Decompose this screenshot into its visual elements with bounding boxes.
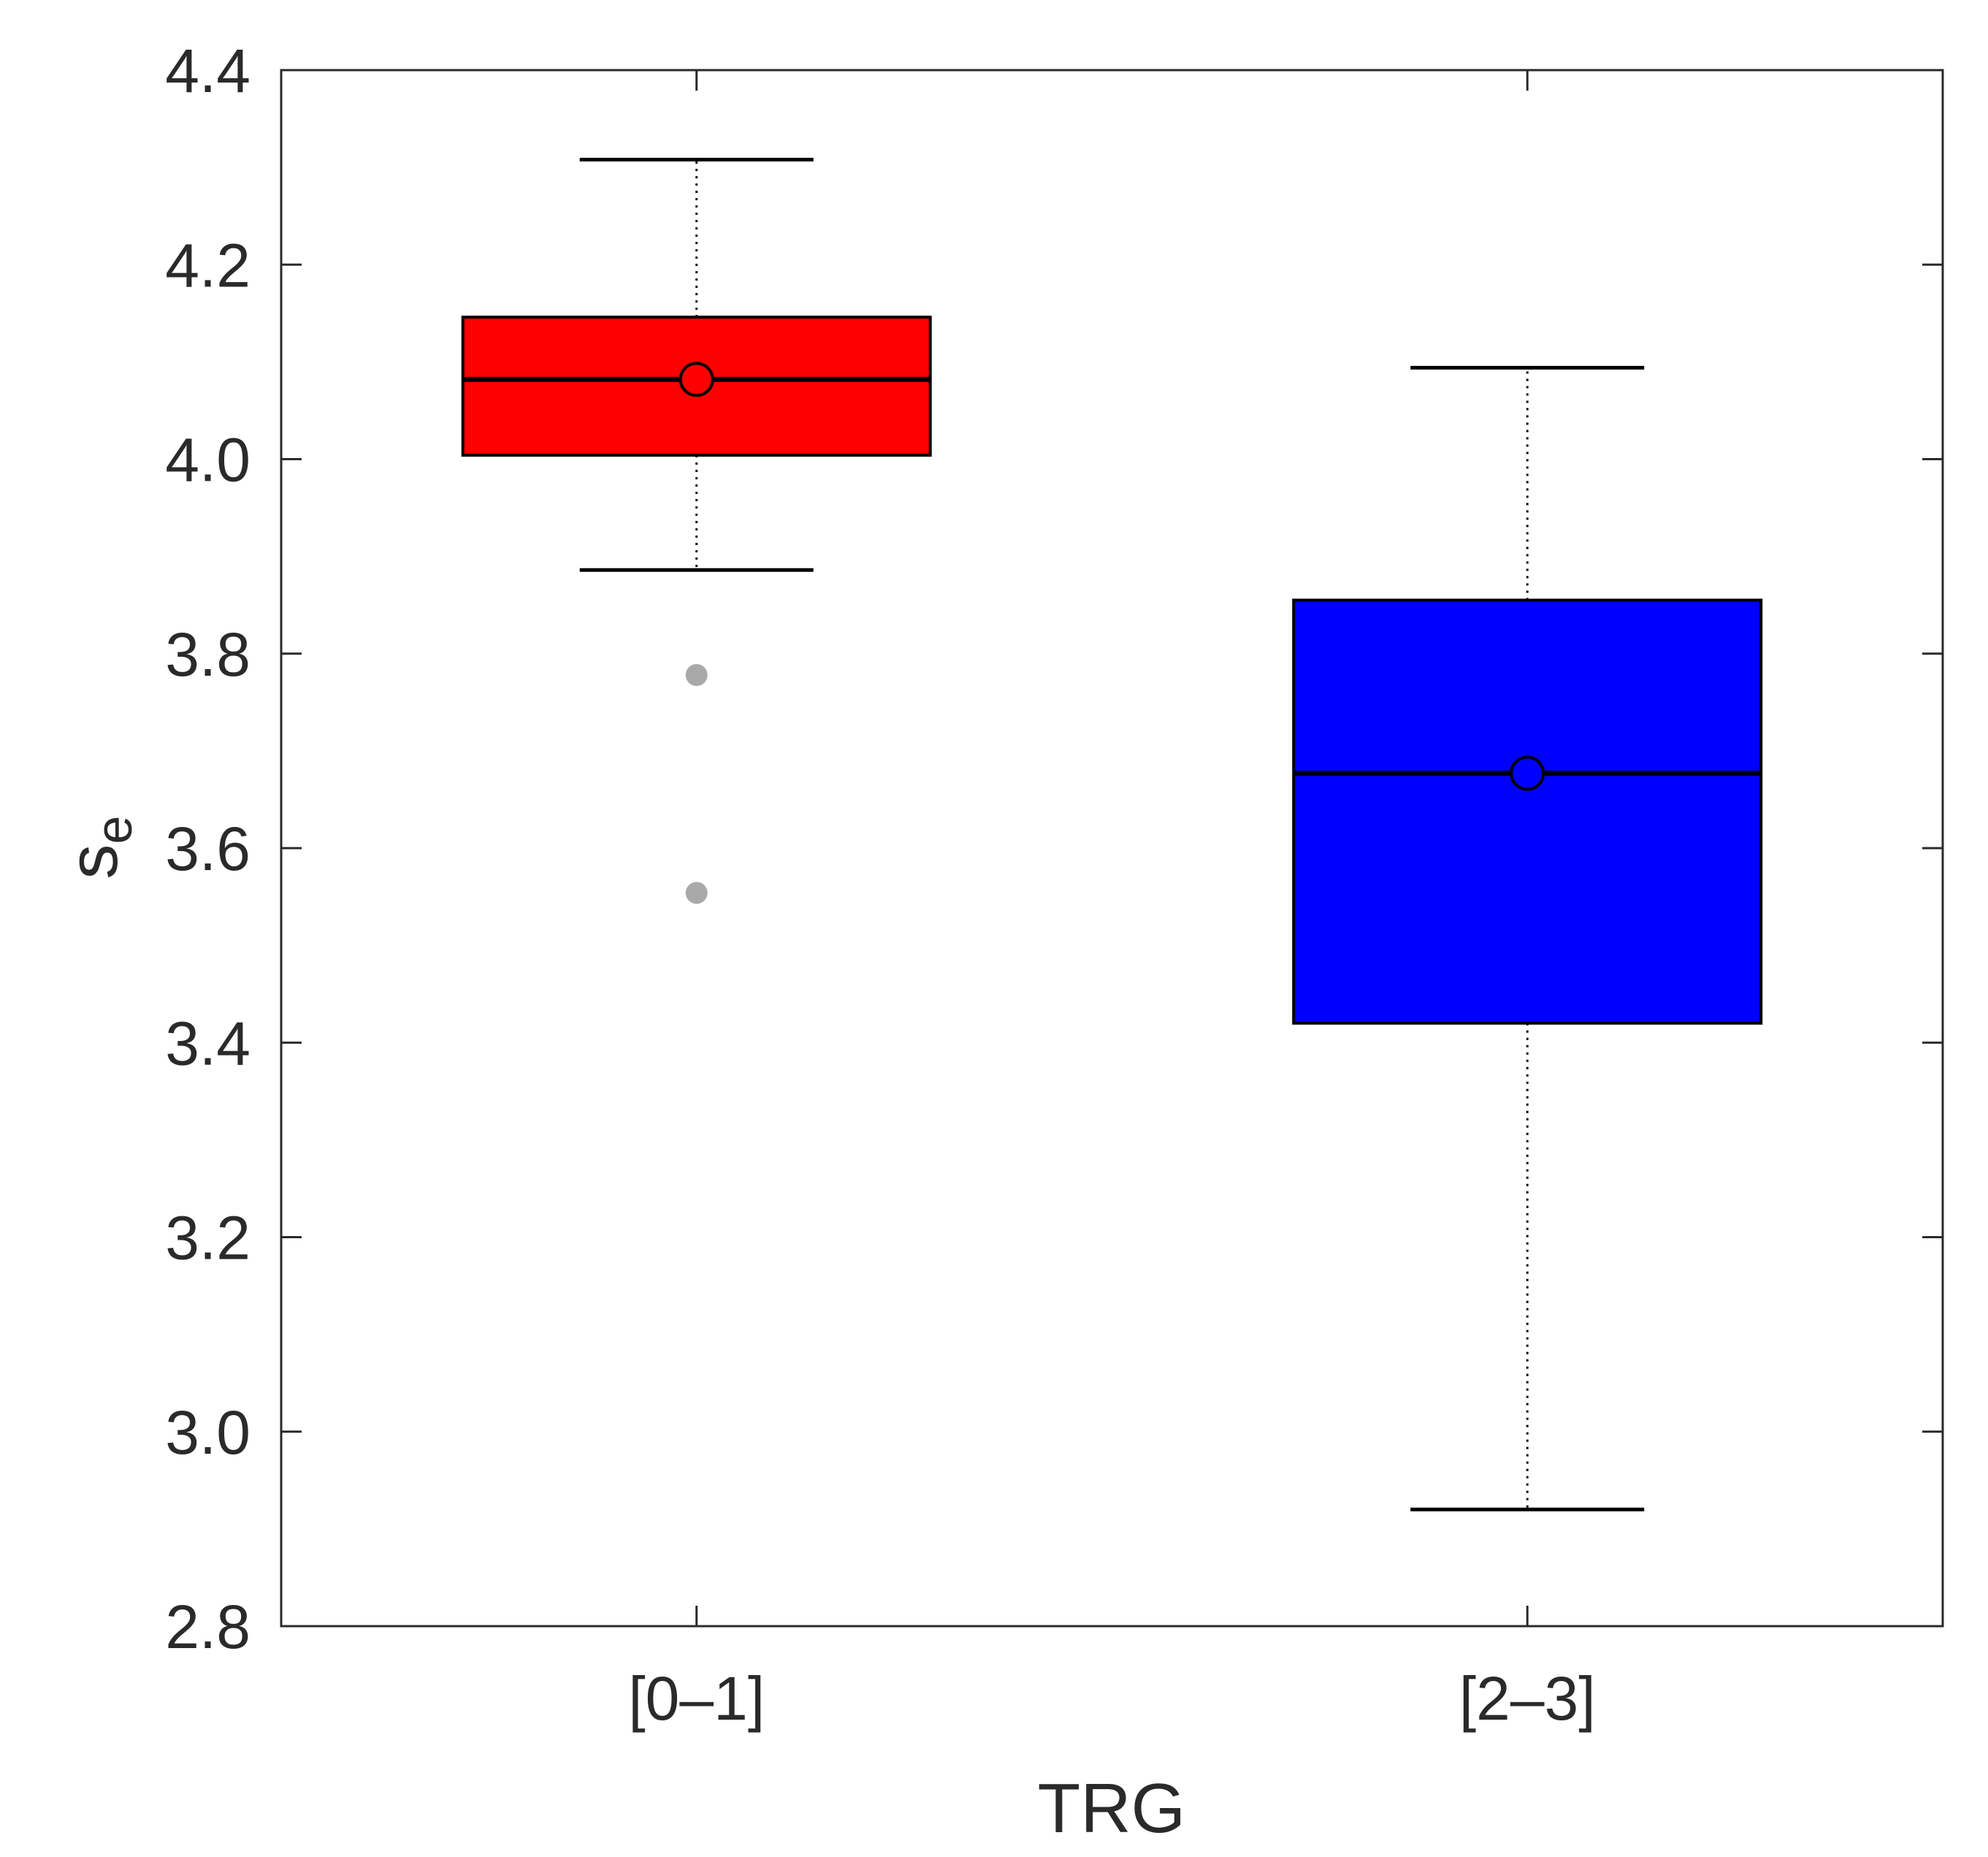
y-tick-label: 4.0: [165, 426, 251, 495]
box-iqr: [1292, 598, 1763, 1025]
y-tick-label: 3.2: [165, 1204, 251, 1273]
outlier-point: [685, 882, 708, 904]
y-axis-title-subscript: e: [85, 816, 142, 844]
outlier-point: [685, 664, 708, 687]
y-tick-label: 4.4: [165, 37, 251, 105]
y-tick-label: 3.0: [165, 1398, 251, 1467]
y-tick-label: 3.8: [165, 620, 251, 689]
y-tick-label: 3.6: [165, 815, 251, 883]
x-axis-title: TRG: [1038, 1769, 1186, 1848]
ticks-layer: 2.8 3.0 3.2 3.4 3.6 3.8 4.0 4.2 4.4 [0–1] [2–3]: [165, 37, 1943, 1733]
x-tick-label: [0–1]: [628, 1664, 765, 1733]
y-tick-label: 4.2: [165, 231, 251, 300]
mean-marker: [678, 362, 714, 397]
x-tick-label: [2–3]: [1459, 1664, 1596, 1733]
box-group: [1292, 365, 1763, 1511]
box-group: [461, 157, 932, 904]
y-axis-title: se: [54, 816, 142, 880]
y-tick-label: 2.8: [165, 1593, 251, 1661]
y-axis-title-main: s: [54, 844, 132, 879]
mean-marker: [1510, 755, 1545, 791]
boxes-layer: [461, 157, 1763, 1511]
y-tick-label: 3.4: [165, 1009, 251, 1078]
